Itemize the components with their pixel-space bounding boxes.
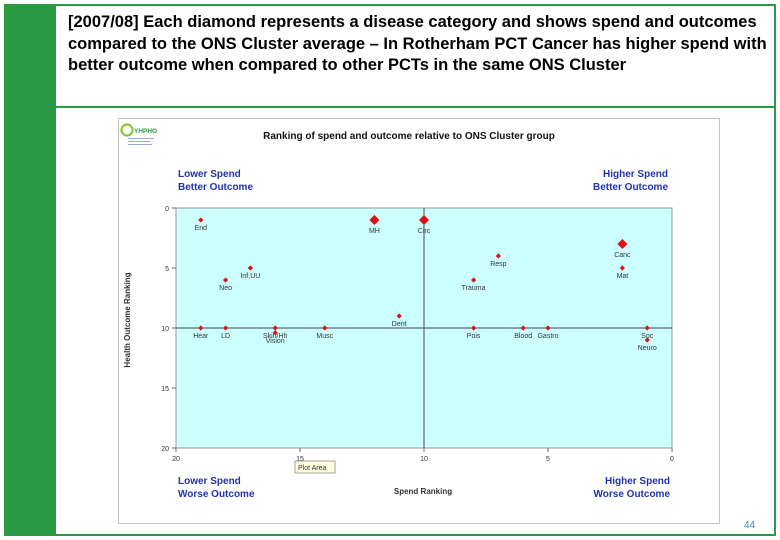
y-tick-label: 20 bbox=[161, 446, 169, 453]
x-tick-label: 5 bbox=[546, 456, 550, 463]
quadrant-bottom-right-line1: Higher Spend bbox=[605, 476, 670, 487]
quadrant-bottom-right-line2: Worse Outcome bbox=[594, 489, 671, 500]
x-tick-label: 15 bbox=[296, 456, 304, 463]
data-point bbox=[272, 325, 278, 331]
left-accent-bar bbox=[4, 4, 56, 536]
data-point-label: Circ bbox=[418, 228, 431, 235]
data-point-label: Mat bbox=[617, 273, 629, 280]
data-point-label: Soc bbox=[641, 333, 654, 340]
data-point bbox=[471, 277, 477, 283]
frame-right-border bbox=[774, 4, 776, 536]
data-point bbox=[644, 337, 650, 343]
yhpho-logo-icon: YHPHO bbox=[120, 123, 157, 145]
data-point-label: Canc bbox=[614, 252, 631, 259]
quadrant-bottom-left-line1: Lower Spend bbox=[178, 476, 241, 487]
x-tick-label: 0 bbox=[670, 456, 674, 463]
data-point-label: Blood bbox=[514, 333, 532, 340]
data-point-label: End bbox=[195, 225, 208, 232]
data-point-label: Vision bbox=[266, 338, 285, 345]
y-tick-label: 15 bbox=[161, 386, 169, 393]
data-point bbox=[520, 325, 526, 331]
data-point-highlight bbox=[419, 215, 429, 225]
quadrant-top-left-line1: Lower Spend bbox=[178, 169, 241, 180]
heading-divider bbox=[56, 106, 776, 108]
page-number: 44 bbox=[744, 520, 756, 531]
data-point bbox=[198, 217, 204, 223]
plot-area-tooltip-text: Plot Area bbox=[298, 465, 327, 472]
frame-bottom-border bbox=[56, 534, 776, 536]
frame-top-border bbox=[56, 4, 776, 6]
chart-title: Ranking of spend and outcome relative to… bbox=[263, 131, 555, 142]
plot-area-tooltip bbox=[294, 460, 336, 474]
x-tick-label: 10 bbox=[420, 456, 428, 463]
data-point-label: Neo bbox=[219, 285, 232, 292]
data-point bbox=[198, 325, 204, 331]
data-point bbox=[223, 277, 229, 283]
data-point-label: MH bbox=[369, 228, 380, 235]
data-point bbox=[272, 330, 278, 336]
data-point bbox=[644, 325, 650, 331]
quadrant-top-right-line2: Better Outcome bbox=[593, 182, 668, 193]
data-point-highlight bbox=[369, 215, 380, 225]
data-point-label: Musc bbox=[316, 333, 333, 340]
data-point-label: Hear bbox=[193, 333, 209, 340]
data-point-label: LD bbox=[221, 333, 230, 340]
logo-text: YHPHO bbox=[134, 128, 157, 135]
data-point-label: Inf,UU bbox=[240, 273, 260, 280]
data-point-label: Skin/Hh bbox=[263, 333, 288, 340]
data-point bbox=[471, 325, 477, 331]
data-point-highlight bbox=[617, 239, 628, 249]
y-axis-label: Health Outcome Ranking bbox=[123, 272, 132, 367]
x-axis-label: Spend Ranking bbox=[394, 487, 452, 496]
quadrant-top-left-line2: Better Outcome bbox=[178, 182, 253, 193]
slide-heading: [2007/08] Each diamond represents a dise… bbox=[68, 13, 767, 74]
data-point bbox=[322, 325, 328, 331]
data-point bbox=[619, 265, 625, 271]
data-point-label: Trauma bbox=[462, 285, 486, 292]
data-point bbox=[545, 325, 551, 331]
data-point bbox=[223, 325, 229, 331]
quadrant-top-right-line1: Higher Spend bbox=[603, 169, 668, 180]
data-point-label: Dent bbox=[392, 321, 407, 328]
data-point-label: Neuro bbox=[638, 345, 657, 352]
y-tick-label: 5 bbox=[165, 266, 169, 273]
data-point bbox=[396, 313, 402, 319]
x-tick-label: 20 bbox=[172, 456, 180, 463]
quadrant-bottom-left-line2: Worse Outcome bbox=[178, 489, 255, 500]
data-point-label: Gastro bbox=[537, 333, 558, 340]
data-point-label: Pois bbox=[467, 333, 481, 340]
data-point bbox=[247, 265, 253, 271]
data-point-label: Resp bbox=[490, 261, 506, 268]
data-point bbox=[495, 253, 501, 259]
y-tick-label: 10 bbox=[161, 326, 169, 333]
y-tick-label: 0 bbox=[165, 206, 169, 213]
